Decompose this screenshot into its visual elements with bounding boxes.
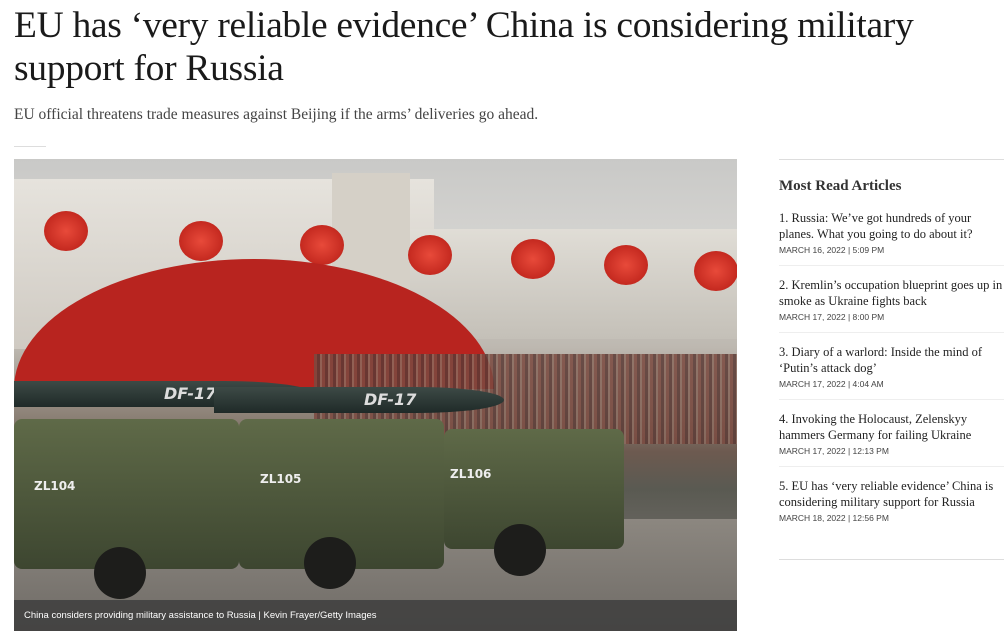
lantern <box>604 245 648 285</box>
most-read-date: MARCH 17, 2022 | 8:00 PM <box>779 312 885 322</box>
most-read-link[interactable]: 5. EU has ‘very reliable evidence’ China… <box>779 479 994 509</box>
photo-caption: China considers providing military assis… <box>14 600 737 631</box>
missile: DF-17 <box>214 387 504 413</box>
divider <box>779 559 1004 560</box>
most-read-date: MARCH 17, 2022 | 4:04 AM <box>779 379 884 389</box>
most-read-date: MARCH 17, 2022 | 12:13 PM <box>779 446 889 456</box>
most-read-item[interactable]: 1. Russia: We’ve got hundreds of your pl… <box>779 211 1004 266</box>
building <box>404 229 737 339</box>
most-read-link[interactable]: 2. Kremlin’s occupation blueprint goes u… <box>779 278 1003 308</box>
lantern <box>44 211 88 251</box>
divider <box>14 146 46 147</box>
article-subtitle: EU official threatens trade measures aga… <box>14 106 539 123</box>
most-read-item[interactable]: 3. Diary of a warlord: Inside the mind o… <box>779 345 1004 400</box>
lantern <box>694 251 737 291</box>
wheel <box>494 524 546 576</box>
most-read-item[interactable]: 4. Invoking the Holocaust, Zelenskyy ham… <box>779 412 1004 467</box>
most-read-link[interactable]: 4. Invoking the Holocaust, Zelenskyy ham… <box>779 412 972 442</box>
lantern <box>408 235 452 275</box>
article-photo: DF-17 DF-17 ZL104 ZL105 ZL106 China cons… <box>14 159 737 631</box>
article-headline: EU has ‘very reliable evidence’ China is… <box>14 5 914 89</box>
most-read-link[interactable]: 3. Diary of a warlord: Inside the mind o… <box>779 345 983 375</box>
most-read-sidebar: Most Read Articles 1. Russia: We’ve got … <box>779 159 1004 545</box>
most-read-date: MARCH 18, 2022 | 12:56 PM <box>779 513 889 523</box>
vehicle <box>14 419 239 569</box>
vehicle-plate: ZL104 <box>34 479 76 493</box>
wheel <box>94 547 146 599</box>
most-read-date: MARCH 16, 2022 | 5:09 PM <box>779 245 885 255</box>
most-read-item[interactable]: 2. Kremlin’s occupation blueprint goes u… <box>779 278 1004 333</box>
wheel <box>304 537 356 589</box>
lantern <box>300 225 344 265</box>
vehicle-plate: ZL106 <box>450 467 492 481</box>
most-read-item[interactable]: 5. EU has ‘very reliable evidence’ China… <box>779 479 1004 533</box>
sidebar-title: Most Read Articles <box>779 178 902 194</box>
lantern <box>179 221 223 261</box>
vehicle-plate: ZL105 <box>260 472 302 486</box>
lantern <box>511 239 555 279</box>
most-read-link[interactable]: 1. Russia: We’ve got hundreds of your pl… <box>779 211 973 241</box>
